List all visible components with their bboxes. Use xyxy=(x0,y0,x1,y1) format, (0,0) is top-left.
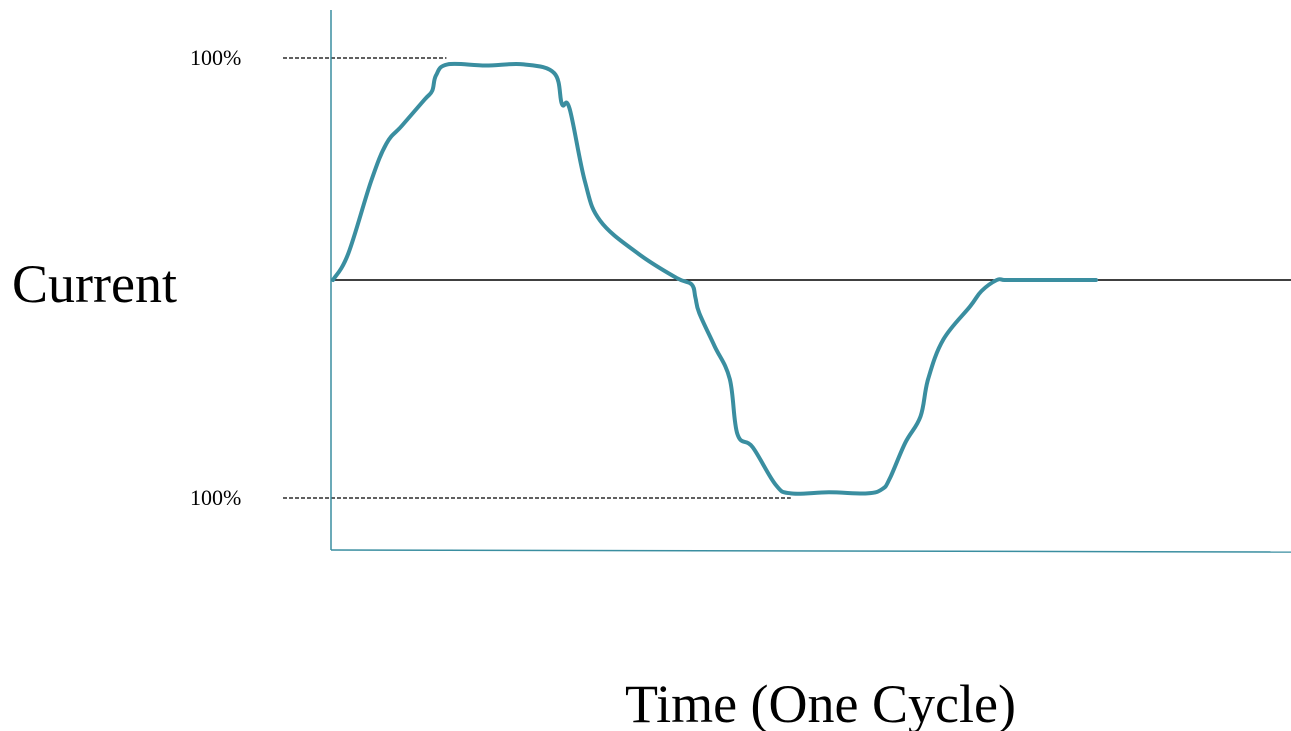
x-axis-label: Time (One Cycle) xyxy=(625,674,1016,731)
reference-label-2: 100% xyxy=(190,485,241,510)
tick-labels: 100% 100% xyxy=(190,45,241,510)
current-series-line xyxy=(331,61,1098,496)
reference-label-1: 100% xyxy=(190,45,241,70)
x-axis-line xyxy=(330,549,1291,553)
reference-lines xyxy=(283,57,791,499)
axes xyxy=(330,10,1291,553)
series-layer xyxy=(331,61,1098,496)
y-axis-label: Current xyxy=(12,254,177,314)
